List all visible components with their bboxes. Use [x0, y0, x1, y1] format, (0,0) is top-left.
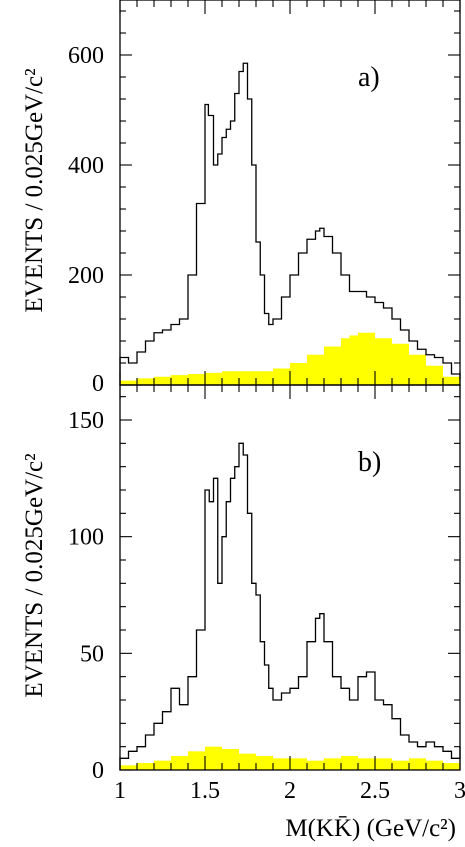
background-bar: [205, 372, 222, 385]
background-bar: [409, 758, 426, 770]
background-bar: [273, 368, 290, 385]
background-bar: [205, 746, 222, 770]
background-bar: [443, 376, 460, 385]
y-tick-label: 0: [92, 371, 104, 397]
y-axis-label: EVENTS / 0.025GeV/c²: [21, 68, 48, 312]
background-bar: [171, 375, 188, 385]
background-bar: [290, 363, 307, 385]
background-bar: [171, 756, 188, 770]
panel-b: 0 50 100 150 1 1.5 2 2.5 3 b) EVENTS / 0.025GeV/c²…: [21, 384, 465, 842]
background-bar: [324, 346, 341, 385]
background-bar: [307, 760, 324, 770]
background-bar: [137, 763, 154, 770]
background-bar: [375, 338, 392, 385]
background-bar: [349, 335, 358, 385]
y-tick-label: 0: [92, 758, 104, 784]
background-bar: [426, 365, 443, 385]
background-bar: [222, 371, 239, 385]
background-bar: [324, 758, 341, 770]
background-bar: [409, 354, 426, 385]
x-tick-label: 1: [114, 778, 126, 804]
background-bar: [154, 376, 171, 385]
y-tick-label: 150: [68, 408, 104, 434]
background-bar: [273, 758, 290, 770]
background-bar: [137, 378, 154, 385]
background-bar: [222, 749, 239, 770]
y-tick-label: 50: [80, 641, 104, 667]
background-bar: [256, 756, 273, 770]
background-bar: [188, 751, 205, 770]
background-bar: [443, 763, 460, 770]
y-tick-label: 100: [68, 525, 104, 551]
background-bar: [341, 338, 350, 385]
background-bar: [392, 760, 409, 770]
background-bar: [120, 380, 137, 385]
background-bar: [341, 756, 358, 770]
panel-label: b): [358, 447, 381, 478]
data-step-histogram: [119, 442, 461, 770]
y-tick-label: 400: [68, 153, 104, 179]
y-tick-label: 600: [68, 43, 104, 69]
x-tick-label: 2: [284, 778, 296, 804]
x-axis-label: M(KK̄) (GeV/c²): [285, 815, 456, 842]
panel-a: 0 200 400 600 a) EVENTS / 0.025GeV/c²: [21, 0, 461, 397]
background-bar: [290, 758, 307, 770]
y-axis-label: EVENTS / 0.025GeV/c²: [21, 453, 48, 697]
background-bar: [358, 332, 375, 385]
x-tick-label: 3: [454, 778, 465, 804]
background-bar: [392, 343, 409, 385]
y-tick-label: 200: [68, 263, 104, 289]
background-bar: [154, 760, 171, 770]
x-tick-label: 2.5: [360, 778, 390, 804]
background-bar: [239, 753, 256, 770]
background-bar: [358, 758, 375, 770]
background-bar: [120, 765, 137, 770]
panel-label: a): [358, 62, 380, 93]
background-bar: [239, 371, 256, 385]
background-bar: [307, 354, 324, 385]
background-bar: [426, 760, 443, 770]
data-step-histogram: [119, 62, 461, 385]
background-bar: [375, 758, 392, 770]
background-bar: [188, 374, 205, 385]
background-bar: [256, 371, 273, 385]
x-tick-label: 1.5: [190, 778, 220, 804]
